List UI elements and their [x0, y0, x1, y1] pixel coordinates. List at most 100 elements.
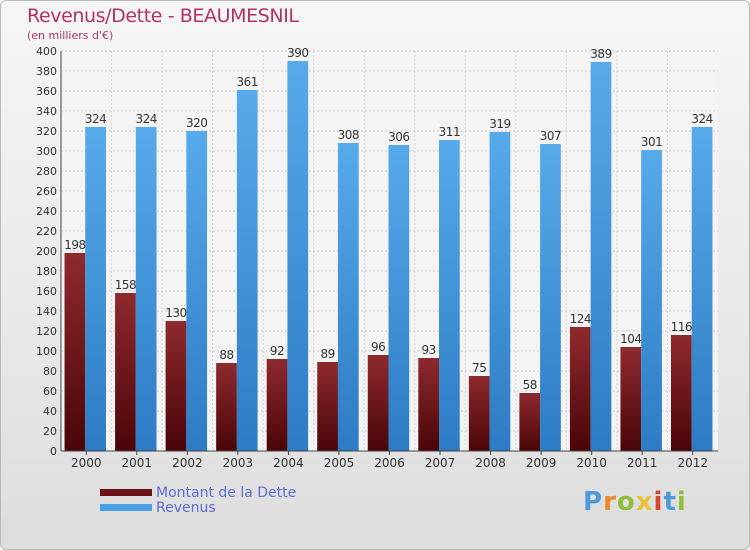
y-tick-label: 340: [36, 105, 57, 118]
y-tick-label: 40: [43, 405, 57, 418]
bar-debt-2000: [64, 253, 86, 451]
bar-debt-2002: [165, 321, 187, 451]
logo-letter: x: [635, 487, 654, 517]
data-label-debt-2002: 130: [165, 306, 186, 320]
y-tick-label: 260: [36, 185, 57, 198]
legend-label-debt: Montant de la Dette: [156, 485, 297, 501]
bar-revenus-2005: [337, 143, 359, 451]
legend-swatch-revenus: [100, 503, 152, 511]
data-label-debt-2003: 88: [219, 348, 233, 362]
data-label-revenus-2011: 301: [641, 135, 662, 149]
bar-revenus-2006: [388, 145, 410, 451]
y-tick-label: 360: [36, 85, 57, 98]
data-label-debt-2008: 75: [472, 361, 486, 375]
data-label-debt-2012: 116: [671, 320, 692, 334]
proxiti-logo: Proxiti: [583, 487, 687, 517]
y-tick-label: 140: [36, 305, 57, 318]
y-tick-label: 160: [36, 285, 57, 298]
chart-subtitle: (en milliers d'€): [27, 29, 114, 42]
data-label-revenus-2003: 361: [237, 75, 258, 89]
bar-revenus-2001: [135, 127, 157, 451]
x-tick-label-2005: 2005: [324, 456, 355, 470]
y-tick-label: 200: [36, 245, 57, 258]
y-tick-label: 20: [43, 425, 57, 438]
legend: Montant de la Dette Revenus: [100, 486, 296, 516]
y-tick-label: 220: [36, 225, 57, 238]
x-tick-label-2009: 2009: [526, 456, 557, 470]
bar-revenus-2009: [540, 144, 561, 451]
x-tick-label-2001: 2001: [122, 456, 153, 470]
data-label-debt-2007: 93: [422, 343, 436, 357]
bar-debt-2007: [418, 358, 440, 451]
bar-revenus-2002: [186, 131, 208, 451]
y-tick-label: 120: [36, 325, 57, 338]
data-label-revenus-2010: 389: [590, 47, 611, 61]
x-tick-label-2008: 2008: [475, 456, 506, 470]
x-tick-label-2004: 2004: [273, 456, 304, 470]
bar-revenus-2000: [85, 127, 106, 451]
bar-debt-2004: [266, 359, 288, 451]
x-tick-label-2010: 2010: [576, 456, 607, 470]
data-label-revenus-2005: 308: [338, 128, 359, 142]
x-tick-label-2011: 2011: [627, 456, 658, 470]
bar-debt-2011: [620, 347, 642, 451]
data-label-debt-2004: 92: [270, 344, 284, 358]
logo-letter: r: [603, 487, 617, 517]
logo-letter: P: [583, 487, 604, 517]
chart-title: Revenus/Dette - BEAUMESNIL: [27, 5, 299, 27]
y-tick-label: 300: [36, 145, 57, 158]
y-tick-label: 400: [36, 45, 57, 58]
data-label-debt-2009: 58: [523, 378, 537, 392]
y-tick-label: 80: [43, 365, 57, 378]
y-tick-label: 320: [36, 125, 57, 138]
bar-revenus-2003: [236, 90, 258, 451]
data-label-revenus-2006: 306: [388, 130, 409, 144]
y-tick-label: 240: [36, 205, 57, 218]
logo-letter: t: [663, 487, 677, 517]
legend-item-debt: Montant de la Dette: [100, 486, 296, 501]
bar-revenus-2007: [439, 140, 460, 451]
data-label-revenus-2009: 307: [540, 129, 561, 143]
bar-debt-2012: [670, 335, 692, 451]
x-tick-label-2006: 2006: [374, 456, 405, 470]
logo-letter: i: [653, 487, 664, 517]
x-tick-label-2007: 2007: [425, 456, 456, 470]
legend-label-revenus: Revenus: [156, 500, 216, 516]
data-label-revenus-2000: 324: [85, 112, 106, 126]
bar-debt-2001: [115, 293, 136, 451]
data-label-debt-2000: 198: [64, 238, 85, 252]
data-label-revenus-2012: 324: [691, 112, 712, 126]
bar-revenus-2012: [691, 127, 713, 451]
data-label-debt-2010: 124: [570, 312, 591, 326]
bar-revenus-2004: [287, 61, 309, 451]
y-tick-label: 100: [36, 345, 57, 358]
y-tick-label: 380: [36, 65, 57, 78]
x-tick-label-2000: 2000: [71, 456, 102, 470]
bar-debt-2010: [569, 327, 591, 451]
bar-debt-2006: [367, 355, 389, 451]
bar-debt-2003: [216, 363, 237, 451]
data-label-revenus-2008: 319: [489, 117, 510, 131]
bar-revenus-2008: [489, 132, 511, 451]
data-label-debt-2005: 89: [320, 347, 334, 361]
data-label-revenus-2007: 311: [439, 125, 460, 139]
y-tick-label: 180: [36, 265, 57, 278]
x-tick-label-2012: 2012: [677, 456, 708, 470]
logo-letter: i: [676, 487, 687, 517]
bar-debt-2008: [468, 376, 490, 451]
data-label-revenus-2004: 390: [287, 46, 308, 60]
data-label-debt-2001: 158: [115, 278, 136, 292]
x-tick-label-2002: 2002: [172, 456, 203, 470]
data-label-debt-2006: 96: [371, 340, 385, 354]
y-tick-label: 0: [50, 445, 57, 458]
data-label-revenus-2001: 324: [135, 112, 156, 126]
bar-revenus-2010: [590, 62, 612, 451]
bar-debt-2009: [519, 393, 541, 451]
y-tick-label: 280: [36, 165, 57, 178]
bar-debt-2005: [317, 362, 338, 451]
x-tick-label-2003: 2003: [223, 456, 254, 470]
logo-letter: o: [616, 487, 636, 517]
bar-revenus-2011: [641, 150, 662, 451]
y-tick-label: 60: [43, 385, 57, 398]
